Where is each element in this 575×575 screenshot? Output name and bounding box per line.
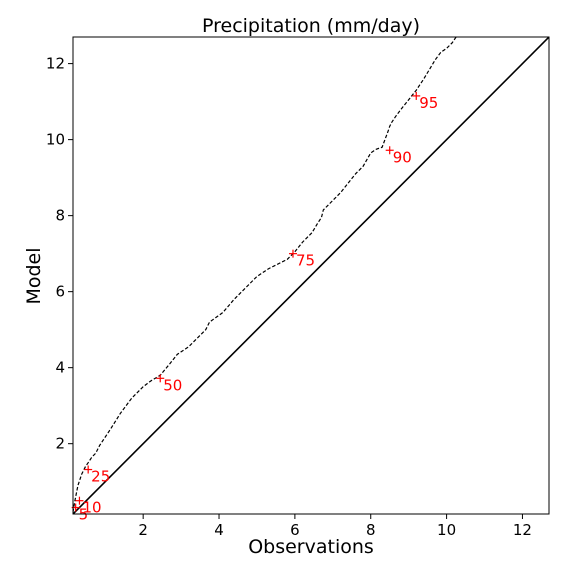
percentile-marker: 10 (75, 496, 102, 517)
plot-frame (72, 36, 550, 515)
y-tick-label: 2 (55, 435, 65, 453)
y-tick-label: 6 (55, 283, 65, 301)
x-tick-label: 8 (366, 521, 376, 539)
y-axis-ticks: 2 4 6 8 10 12 (46, 55, 73, 453)
x-tick-label: 4 (214, 521, 224, 539)
x-tick-label: 6 (290, 521, 300, 539)
percentile-label: 90 (393, 148, 412, 166)
plot-area: 510 25 50 75 90 95 (71, 37, 549, 524)
percentile-label: 95 (419, 94, 438, 112)
percentile-marker: 95 (412, 91, 438, 112)
one-to-one-line (73, 37, 549, 514)
x-tick-label: 12 (513, 521, 532, 539)
x-axis-label: Observations (248, 536, 374, 558)
x-tick-label: 10 (437, 521, 456, 539)
percentile-label: 25 (91, 468, 110, 486)
percentile-marker: 50 (156, 374, 182, 394)
x-tick-label: 2 (138, 521, 148, 539)
y-tick-label: 8 (55, 207, 65, 225)
percentile-marker: 90 (385, 146, 412, 166)
percentile-markers: 510 25 50 75 90 95 (71, 91, 438, 524)
y-tick-label: 12 (46, 55, 65, 73)
y-axis-label: Model (23, 247, 45, 304)
series-layer (73, 37, 549, 514)
x-axis-ticks: 2 4 6 8 10 12 (138, 514, 532, 539)
quantile-curve (73, 37, 457, 513)
chart-title: Precipitation (mm/day) (202, 15, 420, 37)
y-tick-label: 4 (55, 359, 65, 377)
percentile-marker: 25 (84, 465, 110, 486)
percentile-label: 5 (79, 506, 89, 524)
percentile-label: 50 (163, 376, 182, 394)
percentile-label: 10 (82, 499, 101, 517)
percentile-marker: 75 (288, 249, 315, 270)
y-tick-label: 10 (46, 131, 65, 149)
percentile-label: 75 (296, 252, 315, 270)
